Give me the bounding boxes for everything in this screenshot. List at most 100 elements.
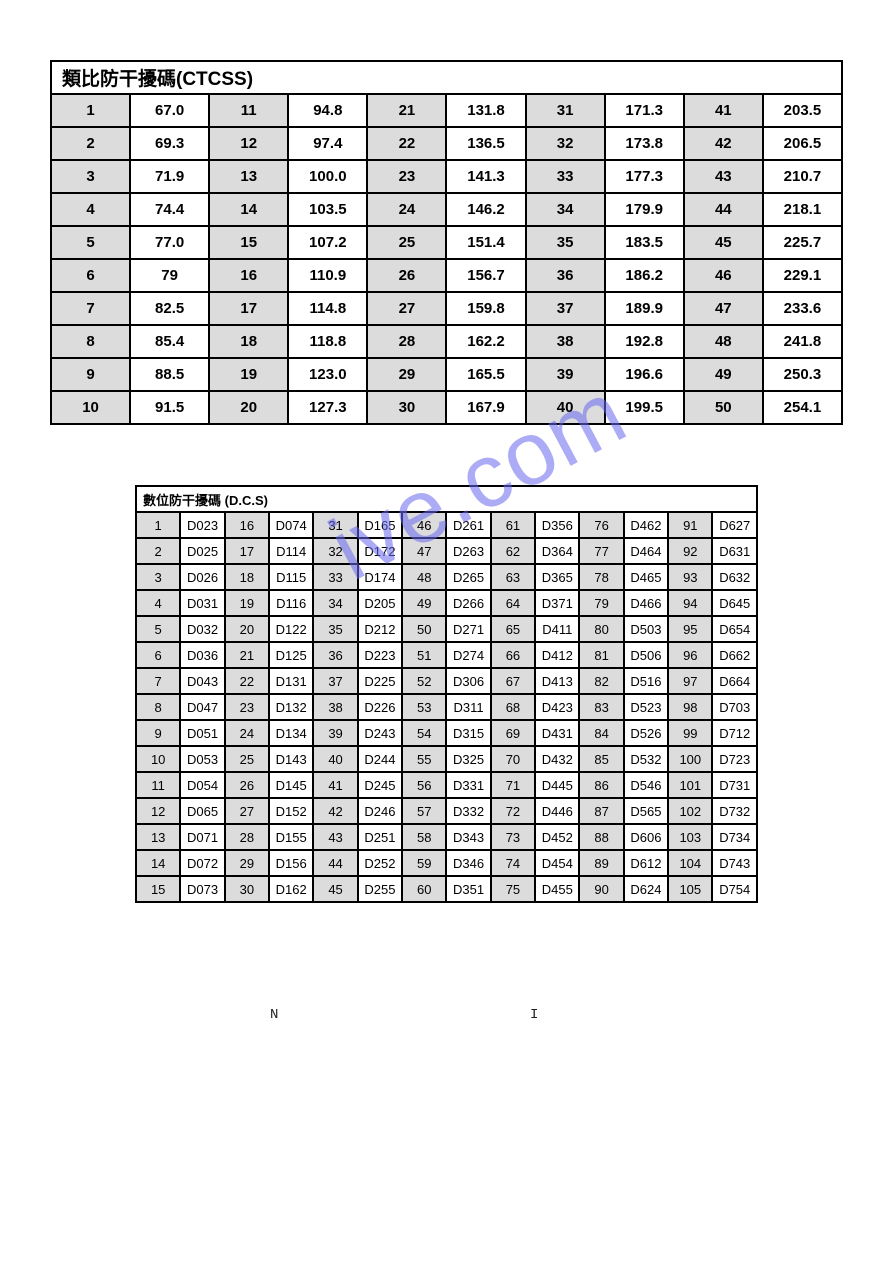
ctcss-value-cell: 173.8 [605, 127, 684, 160]
dcs-value-cell: D047 [180, 694, 224, 720]
dcs-index-cell: 71 [491, 772, 535, 798]
dcs-value-cell: D432 [535, 746, 579, 772]
ctcss-index-cell: 45 [684, 226, 763, 259]
dcs-value-cell: D627 [712, 512, 757, 538]
dcs-value-cell: D464 [624, 538, 668, 564]
ctcss-value-cell: 171.3 [605, 94, 684, 127]
dcs-index-cell: 23 [225, 694, 269, 720]
dcs-value-cell: D156 [269, 850, 313, 876]
dcs-index-cell: 43 [313, 824, 357, 850]
dcs-index-cell: 61 [491, 512, 535, 538]
dcs-index-cell: 20 [225, 616, 269, 642]
ctcss-value-cell: 186.2 [605, 259, 684, 292]
dcs-index-cell: 22 [225, 668, 269, 694]
dcs-value-cell: D165 [358, 512, 402, 538]
dcs-value-cell: D516 [624, 668, 668, 694]
ctcss-index-cell: 18 [209, 325, 288, 358]
dcs-value-cell: D025 [180, 538, 224, 564]
ctcss-value-cell: 196.6 [605, 358, 684, 391]
ctcss-index-cell: 1 [51, 94, 130, 127]
dcs-value-cell: D423 [535, 694, 579, 720]
dcs-index-cell: 35 [313, 616, 357, 642]
table-row: 5D03220D12235D21250D27165D41180D50395D65… [136, 616, 757, 642]
dcs-index-cell: 11 [136, 772, 180, 798]
table-row: 167.01194.821131.831171.341203.5 [51, 94, 842, 127]
ctcss-index-cell: 29 [367, 358, 446, 391]
dcs-value-cell: D263 [446, 538, 490, 564]
dcs-value-cell: D454 [535, 850, 579, 876]
ctcss-index-cell: 16 [209, 259, 288, 292]
dcs-value-cell: D125 [269, 642, 313, 668]
ctcss-index-cell: 27 [367, 292, 446, 325]
dcs-index-cell: 53 [402, 694, 446, 720]
ctcss-index-cell: 3 [51, 160, 130, 193]
ctcss-value-cell: 233.6 [763, 292, 842, 325]
ctcss-value-cell: 199.5 [605, 391, 684, 424]
dcs-value-cell: D131 [269, 668, 313, 694]
ctcss-index-cell: 20 [209, 391, 288, 424]
table-row: 1D02316D07431D16546D26161D35676D46291D62… [136, 512, 757, 538]
dcs-value-cell: D032 [180, 616, 224, 642]
dcs-value-cell: D132 [269, 694, 313, 720]
table-row: 11D05426D14541D24556D33171D44586D546101D… [136, 772, 757, 798]
dcs-index-cell: 49 [402, 590, 446, 616]
table-row: 1091.520127.330167.940199.550254.1 [51, 391, 842, 424]
dcs-index-cell: 14 [136, 850, 180, 876]
footer-n: N [270, 1007, 278, 1023]
table-row: 4D03119D11634D20549D26664D37179D46694D64… [136, 590, 757, 616]
dcs-index-cell: 13 [136, 824, 180, 850]
ctcss-index-cell: 4 [51, 193, 130, 226]
dcs-value-cell: D031 [180, 590, 224, 616]
dcs-value-cell: D445 [535, 772, 579, 798]
dcs-value-cell: D245 [358, 772, 402, 798]
ctcss-index-cell: 11 [209, 94, 288, 127]
ctcss-index-cell: 39 [526, 358, 605, 391]
dcs-index-cell: 29 [225, 850, 269, 876]
dcs-index-cell: 18 [225, 564, 269, 590]
dcs-index-cell: 92 [668, 538, 712, 564]
ctcss-index-cell: 19 [209, 358, 288, 391]
dcs-index-cell: 63 [491, 564, 535, 590]
dcs-index-cell: 94 [668, 590, 712, 616]
ctcss-index-cell: 50 [684, 391, 763, 424]
ctcss-index-cell: 8 [51, 325, 130, 358]
dcs-index-cell: 65 [491, 616, 535, 642]
ctcss-value-cell: 254.1 [763, 391, 842, 424]
table-row: 14D07229D15644D25259D34674D45489D612104D… [136, 850, 757, 876]
dcs-index-cell: 59 [402, 850, 446, 876]
dcs-value-cell: D452 [535, 824, 579, 850]
dcs-value-cell: D365 [535, 564, 579, 590]
ctcss-index-cell: 42 [684, 127, 763, 160]
ctcss-value-cell: 146.2 [446, 193, 525, 226]
dcs-value-cell: D325 [446, 746, 490, 772]
ctcss-index-cell: 30 [367, 391, 446, 424]
ctcss-value-cell: 192.8 [605, 325, 684, 358]
dcs-value-cell: D116 [269, 590, 313, 616]
dcs-index-cell: 98 [668, 694, 712, 720]
dcs-index-cell: 27 [225, 798, 269, 824]
dcs-index-cell: 1 [136, 512, 180, 538]
dcs-index-cell: 83 [579, 694, 623, 720]
ctcss-value-cell: 159.8 [446, 292, 525, 325]
dcs-index-cell: 2 [136, 538, 180, 564]
ctcss-value-cell: 71.9 [130, 160, 209, 193]
table-row: 474.414103.524146.234179.944218.1 [51, 193, 842, 226]
ctcss-value-cell: 123.0 [288, 358, 367, 391]
dcs-index-cell: 76 [579, 512, 623, 538]
dcs-index-cell: 73 [491, 824, 535, 850]
ctcss-index-cell: 23 [367, 160, 446, 193]
dcs-value-cell: D074 [269, 512, 313, 538]
dcs-index-cell: 16 [225, 512, 269, 538]
dcs-index-cell: 26 [225, 772, 269, 798]
dcs-value-cell: D612 [624, 850, 668, 876]
ctcss-index-cell: 49 [684, 358, 763, 391]
ctcss-value-cell: 103.5 [288, 193, 367, 226]
dcs-value-cell: D446 [535, 798, 579, 824]
dcs-index-cell: 74 [491, 850, 535, 876]
dcs-index-cell: 99 [668, 720, 712, 746]
dcs-value-cell: D412 [535, 642, 579, 668]
dcs-index-cell: 40 [313, 746, 357, 772]
ctcss-table: 類比防干擾碼(CTCSS) 167.01194.821131.831171.34… [50, 60, 843, 425]
dcs-value-cell: D065 [180, 798, 224, 824]
dcs-index-cell: 30 [225, 876, 269, 902]
